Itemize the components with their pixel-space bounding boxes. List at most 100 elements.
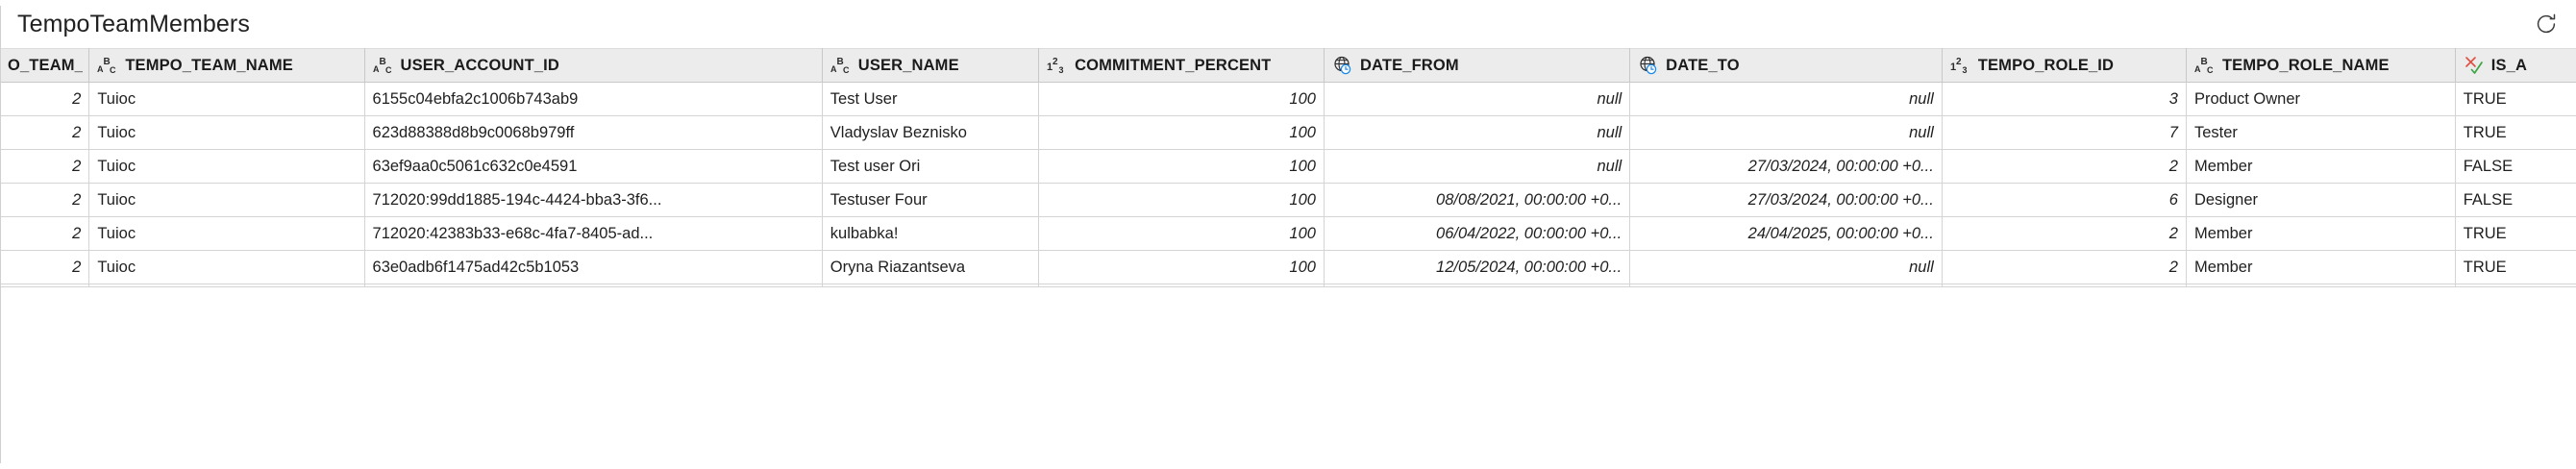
cell-tempo-team-id[interactable]: 2 xyxy=(1,82,90,116)
column-header-date-to[interactable]: DATE_TO xyxy=(1629,48,1943,83)
column-header-is-active[interactable]: IS_A xyxy=(2455,48,2576,83)
cell-date-from[interactable]: null xyxy=(1324,82,1631,116)
column-header-content: 1 2 3 TEMPO_ROLE_ID xyxy=(1943,50,2186,82)
cell-user-name[interactable]: Test user Ori xyxy=(822,149,1040,184)
cell-commitment-percent[interactable]: 100 xyxy=(1038,216,1325,251)
cell-tempo-role-name[interactable]: Product Owner xyxy=(2186,82,2456,116)
table-row[interactable]: 2 Tuioc 712020:42383b33-e68c-4fa7-8405-ad.… xyxy=(1,216,2576,251)
cell-user-name[interactable]: Vladyslav Beznisko xyxy=(822,115,1040,150)
table-row[interactable]: 2 Tuioc 63e0adb6f1475ad42c5b1053 Oryna Riaz… xyxy=(1,250,2576,284)
cell-tempo-team-name[interactable]: Tuioc xyxy=(88,82,365,116)
svg-text:A: A xyxy=(97,64,104,74)
column-header-tempo-team-name[interactable]: A B C TEMPO_TEAM_NAME xyxy=(88,48,365,83)
cell-date-from[interactable]: null xyxy=(1324,149,1631,184)
cell-tempo-role-id[interactable]: 3 xyxy=(1942,82,2187,116)
table-row[interactable]: 2 Tuioc 63ef9aa0c5061c632c0e4591 Test user … xyxy=(1,149,2576,184)
cell-tempo-team-id[interactable]: 2 xyxy=(1,149,90,184)
cell-tempo-role-id[interactable]: 7 xyxy=(1942,115,2187,150)
refresh-icon[interactable] xyxy=(2530,8,2563,40)
svg-text:3: 3 xyxy=(1059,65,1064,75)
column-header-tempo-role-id[interactable]: 1 2 3 TEMPO_ROLE_ID xyxy=(1942,48,2187,83)
table-row[interactable]: 2 Tuioc 623d88388d8b9c0068b979ff Vladyslav … xyxy=(1,115,2576,150)
cell-date-from[interactable]: 06/04/2022, 00:00:00 +0... xyxy=(1324,216,1631,251)
cell-user-name[interactable]: Test User xyxy=(822,82,1040,116)
cell-is-active[interactable]: TRUE xyxy=(2455,250,2576,284)
cell-tempo-role-name[interactable]: Designer xyxy=(2186,183,2456,217)
cell-date-to[interactable]: 24/04/2025, 00:00:00 +0... xyxy=(1629,216,1943,251)
table-row[interactable]: 2 Tuioc 6155c04ebfa2c1006b743ab9 Test User 1… xyxy=(1,82,2576,116)
column-header-label: O_TEAM_ID xyxy=(8,56,84,74)
cell-value: 100 xyxy=(1289,157,1316,175)
cell-value: null xyxy=(1597,157,1622,175)
cell-date-from[interactable]: 12/05/2024, 00:00:00 +0... xyxy=(1324,250,1631,284)
cell-tempo-team-id[interactable]: 2 xyxy=(1,183,90,217)
cell-date-to[interactable]: 27/03/2024, 00:00:00 +0... xyxy=(1629,149,1943,184)
column-header-date-from[interactable]: DATE_FROM xyxy=(1324,48,1631,83)
cell-user-account-id[interactable]: 63ef9aa0c5061c632c0e4591 xyxy=(364,149,823,184)
cell-tempo-role-name[interactable]: Member xyxy=(2186,216,2456,251)
cell-is-active[interactable]: TRUE xyxy=(2455,82,2576,116)
column-header-commitment-percent[interactable]: 1 2 3 COMMITMENT_PERCENT xyxy=(1038,48,1325,83)
column-header-content: DATE_TO xyxy=(1630,50,1941,82)
cell-user-account-id[interactable]: 712020:99dd1885-194c-4424-bba3-3f6... xyxy=(364,183,823,217)
cell-tempo-role-id[interactable]: 2 xyxy=(1942,250,2187,284)
cell-value: 100 xyxy=(1289,190,1316,209)
cell-commitment-percent[interactable]: 100 xyxy=(1038,183,1325,217)
cell-tempo-role-name[interactable]: Member xyxy=(2186,149,2456,184)
column-header-user-name[interactable]: A B C USER_NAME xyxy=(822,48,1040,83)
cell-tempo-role-id[interactable]: 6 xyxy=(1942,183,2187,217)
cell-tempo-team-name[interactable]: Tuioc xyxy=(88,216,365,251)
cell-user-name[interactable]: kulbabka! xyxy=(822,216,1040,251)
cell-value: 24/04/2025, 00:00:00 +0... xyxy=(1747,224,1934,242)
cell-date-to[interactable]: null xyxy=(1629,115,1943,150)
titlebar: TempoTeamMembers xyxy=(0,0,2576,48)
cell-user-name[interactable]: Testuser Four xyxy=(822,183,1040,217)
cell-tempo-team-name[interactable]: Tuioc xyxy=(88,149,365,184)
cell-value: null xyxy=(1597,123,1622,141)
cell-tempo-team-id[interactable]: 2 xyxy=(1,250,90,284)
cell-user-account-id[interactable]: 63e0adb6f1475ad42c5b1053 xyxy=(364,250,823,284)
cell-value: TRUE xyxy=(2463,89,2507,108)
svg-text:B: B xyxy=(836,57,843,67)
cell-value: 712020:99dd1885-194c-4424-bba3-3f6... xyxy=(372,190,662,209)
cell-date-from[interactable]: 08/08/2021, 00:00:00 +0... xyxy=(1324,183,1631,217)
cell-user-account-id[interactable]: 6155c04ebfa2c1006b743ab9 xyxy=(364,82,823,116)
cell-user-account-id[interactable]: 712020:42383b33-e68c-4fa7-8405-ad... xyxy=(364,216,823,251)
cell-date-from[interactable]: null xyxy=(1324,115,1631,150)
cell-value: Member xyxy=(2193,258,2253,276)
cell-commitment-percent[interactable]: 100 xyxy=(1038,149,1325,184)
cell-date-to[interactable]: 27/03/2024, 00:00:00 +0... xyxy=(1629,183,1943,217)
cell-tempo-role-name[interactable]: Tester xyxy=(2186,115,2456,150)
cell-date-to[interactable]: null xyxy=(1629,82,1943,116)
cell-commitment-percent[interactable]: 100 xyxy=(1038,82,1325,116)
data-grid[interactable]: 123O_TEAM_IDABCTEMPO_TEAM_NAMEABCUSER_AC… xyxy=(1,48,2576,469)
cell-is-active[interactable]: TRUE xyxy=(2455,216,2576,251)
cell-user-name[interactable]: Oryna Riazantseva xyxy=(822,250,1040,284)
table-row[interactable]: 2 Tuioc 712020:99dd1885-194c-4424-bba3-3f6… xyxy=(1,183,2576,217)
cell-user-account-id[interactable]: 623d88388d8b9c0068b979ff xyxy=(364,115,823,150)
column-header-tempo-team-id[interactable]: 123O_TEAM_ID xyxy=(1,48,90,83)
cell-tempo-team-name[interactable]: Tuioc xyxy=(88,115,365,150)
cell-commitment-percent[interactable]: 100 xyxy=(1038,250,1325,284)
column-header-content: A B C USER_NAME xyxy=(823,50,1038,82)
column-header-tempo-role-name[interactable]: A B C TEMPO_ROLE_NAME xyxy=(2186,48,2456,83)
svg-text:B: B xyxy=(2200,57,2207,67)
cell-commitment-percent[interactable]: 100 xyxy=(1038,115,1325,150)
column-header-user-account-id[interactable]: A B C USER_ACCOUNT_ID xyxy=(364,48,823,83)
cell-tempo-team-name[interactable]: Tuioc xyxy=(88,183,365,217)
cell-tempo-role-name[interactable]: Member xyxy=(2186,250,2456,284)
cell-tempo-team-id[interactable]: 2 xyxy=(1,115,90,150)
cell-date-to[interactable]: null xyxy=(1629,250,1943,284)
cell-tempo-role-id[interactable]: 2 xyxy=(1942,216,2187,251)
cell-tempo-team-id[interactable]: 2 xyxy=(1,216,90,251)
cell-value: 100 xyxy=(1289,89,1316,108)
cell-is-active[interactable]: FALSE xyxy=(2455,183,2576,217)
cell-tempo-team-name[interactable]: Tuioc xyxy=(88,250,365,284)
column-header-content: A B C TEMPO_TEAM_NAME xyxy=(89,50,363,82)
cell-is-active[interactable]: FALSE xyxy=(2455,149,2576,184)
cell-tempo-role-id[interactable]: 2 xyxy=(1942,149,2187,184)
column-header-content: IS_A xyxy=(2456,50,2576,82)
cell-is-active[interactable]: TRUE xyxy=(2455,115,2576,150)
cell-value: 100 xyxy=(1289,258,1316,276)
cell-value: 2 xyxy=(72,123,82,141)
